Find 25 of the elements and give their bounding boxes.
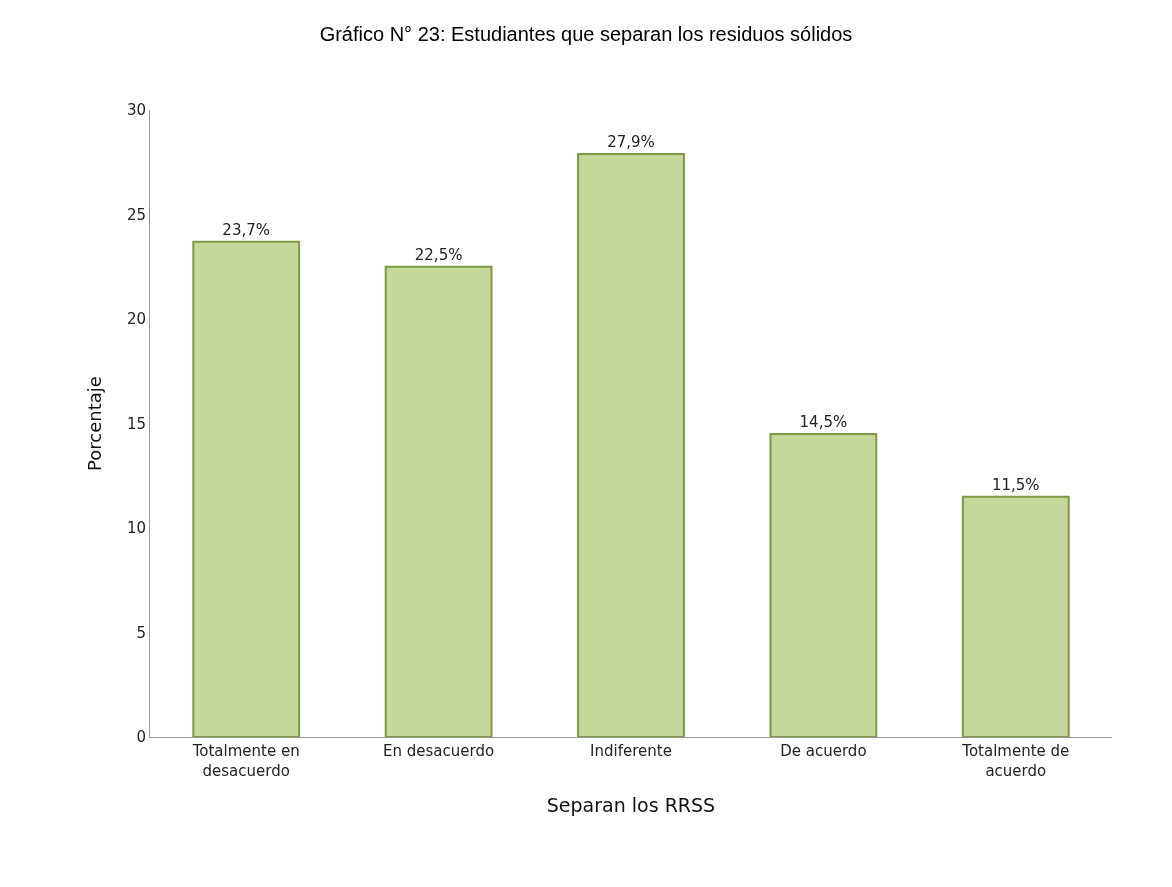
- y-axis-title: Porcentaje: [84, 376, 106, 471]
- bar: [769, 432, 878, 737]
- y-tick-label: 15: [126, 414, 146, 433]
- chart-title: Gráfico N° 23: Estudiantes que separan los residuos sólidos: [319, 22, 853, 45]
- x-tick-label: Indiferente: [590, 742, 672, 760]
- x-axis-title: Separan los RRSS: [546, 794, 716, 817]
- y-tick-label: 20: [126, 310, 146, 329]
- y-tick-label: 5: [136, 623, 146, 642]
- bar: [192, 240, 301, 737]
- y-tick-label: 10: [126, 519, 146, 538]
- y-tick-label: 0: [136, 728, 146, 747]
- x-tick-label: En desacuerdo: [383, 742, 495, 760]
- y-tick-label: 25: [126, 205, 146, 224]
- x-tick-label: Totalmente en desacuerdo: [191, 742, 300, 780]
- x-tick-label: Totalmente de acuerdo: [961, 742, 1070, 780]
- data-label: 11,5%: [991, 475, 1040, 494]
- data-label: 22,5%: [414, 245, 463, 264]
- bar: [384, 265, 493, 737]
- data-label: 14,5%: [799, 412, 848, 431]
- data-label: 27,9%: [607, 132, 655, 151]
- bar: [961, 495, 1070, 737]
- y-tick-label: 30: [126, 101, 146, 120]
- bar: [577, 152, 685, 737]
- data-label: 23,7%: [222, 220, 271, 239]
- x-tick-label: De acuerdo: [780, 742, 867, 760]
